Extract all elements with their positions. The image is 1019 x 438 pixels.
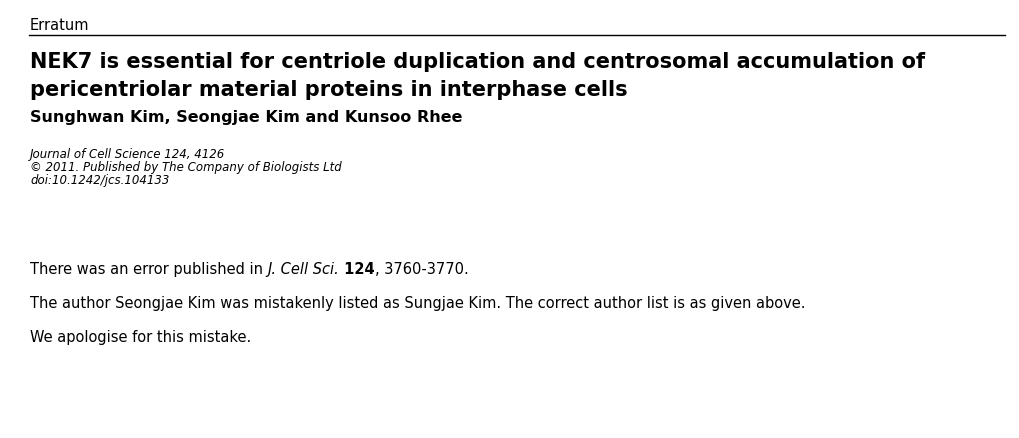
Text: © 2011. Published by The Company of Biologists Ltd: © 2011. Published by The Company of Biol…	[30, 161, 341, 174]
Text: Sunghwan Kim, Seongjae Kim and Kunsoo Rhee: Sunghwan Kim, Seongjae Kim and Kunsoo Rh…	[30, 110, 462, 125]
Text: doi:10.1242/jcs.104133: doi:10.1242/jcs.104133	[30, 174, 169, 187]
Text: The author Seongjae Kim was mistakenly listed as Sungjae Kim. The correct author: The author Seongjae Kim was mistakenly l…	[30, 296, 805, 311]
Text: Journal of Cell Science 124, 4126: Journal of Cell Science 124, 4126	[30, 148, 225, 161]
Text: We apologise for this mistake.: We apologise for this mistake.	[30, 330, 251, 345]
Text: Erratum: Erratum	[30, 18, 90, 33]
Text: There was an error published in: There was an error published in	[30, 262, 267, 277]
Text: 124: 124	[339, 262, 375, 277]
Text: NEK7 is essential for centriole duplication and centrosomal accumulation of: NEK7 is essential for centriole duplicat…	[30, 52, 924, 72]
Text: pericentriolar material proteins in interphase cells: pericentriolar material proteins in inte…	[30, 80, 627, 100]
Text: , 3760-3770.: , 3760-3770.	[375, 262, 469, 277]
Text: J. Cell Sci.: J. Cell Sci.	[267, 262, 339, 277]
